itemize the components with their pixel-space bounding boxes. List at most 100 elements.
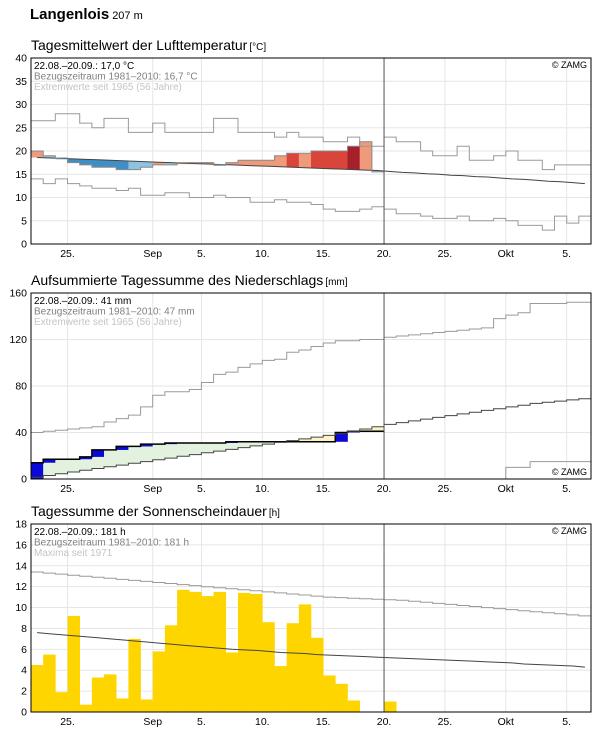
- x-tick-label: 15.: [316, 483, 331, 495]
- sunshine-bar: [311, 637, 324, 712]
- precipitation-unit: [mm]: [325, 277, 348, 288]
- sunshine-bar: [164, 625, 178, 712]
- sunshine-bar: [152, 651, 166, 712]
- y-tick-label: 10: [15, 602, 27, 614]
- temperature-anomaly-bar: [274, 155, 287, 167]
- temperature-anomaly-bar: [91, 159, 105, 168]
- precipitation-difference-area: [164, 442, 178, 459]
- x-tick-label: 5.: [197, 248, 206, 260]
- y-tick-label: 30: [15, 99, 27, 111]
- sunshine-bar: [177, 589, 190, 712]
- temperature-anomaly-bar: [201, 162, 214, 165]
- info-line-2: Bezugszeitraum 1981–2010: 47 mm: [34, 307, 195, 318]
- precipitation-difference-area: [298, 438, 312, 442]
- temperature-anomaly-bar: [67, 158, 80, 163]
- info-line-3: Extremwerte seit 1965 (56 Jahre): [34, 317, 182, 328]
- precipitation-normal-line: [31, 398, 591, 478]
- sunshine-bar: [31, 665, 44, 712]
- info-line-3: Maxima seit 1971: [34, 548, 113, 559]
- temperature-record-min-line: [31, 178, 591, 231]
- precipitation-daily-bar: [335, 432, 348, 442]
- precipitation-difference-area: [237, 441, 251, 448]
- info-line-2: Bezugszeitraum 1981–2010: 181 h: [34, 538, 189, 549]
- precipitation-difference-area: [213, 442, 227, 452]
- temperature-anomaly-bar: [152, 162, 166, 165]
- y-tick-label: 0: [21, 239, 27, 251]
- precipitation-daily-bar: [116, 446, 129, 450]
- x-tick-label: Sep: [143, 716, 162, 728]
- y-tick-label: 12: [15, 581, 27, 593]
- precipitation-difference-area: [262, 441, 275, 445]
- temperature-anomaly-bar: [164, 162, 178, 165]
- temperature-anomaly-bar: [31, 151, 44, 158]
- precipitation-difference-area: [128, 446, 141, 464]
- precipitation-difference-area: [225, 441, 239, 450]
- sunshine-bar: [189, 591, 202, 712]
- x-tick-label: 25.: [60, 716, 75, 728]
- x-tick-label: 5.: [562, 248, 571, 260]
- x-tick-label: 25.: [60, 248, 75, 260]
- temperature-anomaly-bar: [140, 161, 154, 168]
- x-tick-label: 15.: [316, 716, 331, 728]
- temperature-anomaly-bar: [116, 160, 129, 170]
- sunshine-title-text: Tagessumme der Sonnenscheindauer: [31, 503, 267, 519]
- sunshine-bar: [201, 596, 214, 712]
- x-tick-label: Okt: [498, 716, 514, 728]
- temperature-anomaly-bar: [237, 160, 251, 166]
- precipitation-difference-area: [177, 442, 190, 457]
- precipitation-daily-bar: [43, 459, 56, 463]
- sunshine-unit: [h]: [268, 508, 280, 519]
- precipitation-difference-area: [116, 446, 129, 466]
- x-tick-label: 20.: [377, 483, 392, 495]
- station-header: Langenlois 207 m: [30, 6, 143, 23]
- copyright-label: © ZAMG: [552, 60, 587, 70]
- y-tick-label: 10: [15, 192, 27, 204]
- sunshine-bar: [298, 604, 312, 712]
- sunshine-bar: [213, 591, 227, 712]
- temperature-anomaly-bar: [262, 160, 275, 167]
- temperature-anomaly-bar: [104, 160, 117, 168]
- sunshine-bar: [67, 615, 80, 712]
- x-tick-label: 25.: [438, 716, 453, 728]
- sunshine-bar: [323, 675, 336, 712]
- y-tick-label: 20: [15, 146, 27, 158]
- precipitation-difference-area: [359, 429, 373, 432]
- precipitation-observed-line: [31, 430, 384, 464]
- info-line-1: 22.08.–20.09.: 41 mm: [34, 296, 131, 307]
- x-tick-label: 20.: [377, 248, 392, 260]
- x-tick-label: Sep: [143, 248, 162, 260]
- sunshine-bar: [140, 699, 154, 712]
- sunshine-bar: [347, 700, 360, 712]
- y-tick-label: 4: [21, 665, 27, 677]
- precipitation-daily-bar: [31, 462, 44, 479]
- temperature-anomaly-bar: [371, 170, 385, 173]
- info-line-1: 22.08.–20.09.: 17,0 °C: [34, 61, 134, 72]
- sunshine-bar: [237, 592, 251, 712]
- sunshine-bar: [286, 623, 300, 712]
- copyright-label: © ZAMG: [552, 526, 587, 536]
- temperature-anomaly-bar: [359, 141, 373, 171]
- precipitation-difference-area: [189, 442, 202, 455]
- sunshine-bar: [43, 654, 56, 712]
- temperature-title-text: Tagesmittelwert der Lufttemperatur: [31, 37, 248, 53]
- sunshine-bar: [104, 674, 117, 712]
- precipitation-difference-area: [43, 459, 56, 476]
- info-line-2: Bezugszeitraum 1981–2010: 16,7 °C: [34, 72, 198, 83]
- precipitation-difference-area: [311, 437, 324, 442]
- sunshine-normal-line: [37, 632, 585, 668]
- x-tick-label: Okt: [498, 248, 514, 260]
- temperature-anomaly-bar: [79, 159, 93, 165]
- x-tick-label: 10.: [255, 483, 270, 495]
- precipitation-difference-area: [152, 444, 166, 460]
- precipitation-difference-area: [67, 459, 80, 473]
- y-tick-label: 18: [15, 519, 27, 531]
- y-tick-label: 120: [9, 334, 27, 346]
- precipitation-difference-area: [201, 442, 214, 453]
- precipitation-title-text: Aufsummierte Tagessumme des Niederschlag…: [31, 272, 324, 288]
- y-tick-label: 0: [21, 707, 27, 719]
- sunshine-max-line: [31, 571, 591, 617]
- temperature-chart-title: Tagesmittelwert der Lufttemperatur [°C]: [31, 37, 266, 53]
- sunshine-bar: [79, 704, 93, 712]
- precipitation-difference-area: [104, 449, 117, 467]
